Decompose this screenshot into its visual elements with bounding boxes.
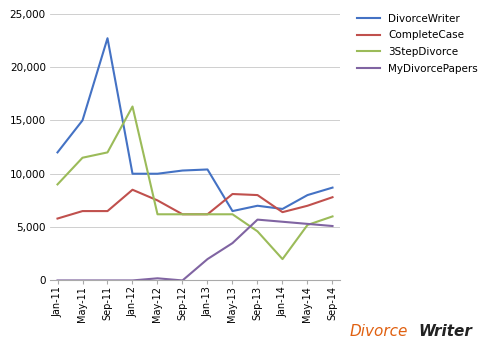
CompleteCase: [280, 210, 285, 214]
DivorceWriter: [230, 209, 235, 213]
CompleteCase: [330, 195, 336, 199]
MyDivorcePapers: [330, 224, 336, 228]
3StepDivorce: [104, 150, 110, 155]
CompleteCase: [154, 198, 160, 202]
3StepDivorce: [80, 156, 86, 160]
CompleteCase: [104, 209, 110, 213]
CompleteCase: [304, 204, 310, 208]
MyDivorcePapers: [154, 276, 160, 280]
3StepDivorce: [54, 182, 60, 186]
DivorceWriter: [54, 150, 60, 155]
MyDivorcePapers: [80, 278, 86, 282]
DivorceWriter: [154, 172, 160, 176]
DivorceWriter: [330, 186, 336, 190]
3StepDivorce: [204, 212, 210, 216]
MyDivorcePapers: [130, 278, 136, 282]
Line: DivorceWriter: DivorceWriter: [58, 38, 332, 211]
Legend: DivorceWriter, CompleteCase, 3StepDivorce, MyDivorcePapers: DivorceWriter, CompleteCase, 3StepDivorc…: [357, 14, 478, 74]
CompleteCase: [80, 209, 86, 213]
3StepDivorce: [304, 223, 310, 227]
3StepDivorce: [254, 229, 260, 233]
CompleteCase: [54, 216, 60, 221]
Text: Divorce: Divorce: [350, 324, 408, 339]
3StepDivorce: [154, 212, 160, 216]
DivorceWriter: [280, 207, 285, 211]
DivorceWriter: [304, 193, 310, 197]
Text: Writer: Writer: [418, 324, 472, 339]
3StepDivorce: [280, 257, 285, 261]
DivorceWriter: [204, 168, 210, 172]
3StepDivorce: [330, 214, 336, 219]
MyDivorcePapers: [304, 222, 310, 226]
3StepDivorce: [130, 104, 136, 108]
MyDivorcePapers: [180, 278, 186, 282]
MyDivorcePapers: [254, 218, 260, 222]
DivorceWriter: [80, 118, 86, 122]
3StepDivorce: [230, 212, 235, 216]
Line: MyDivorcePapers: MyDivorcePapers: [58, 220, 332, 280]
CompleteCase: [254, 193, 260, 197]
MyDivorcePapers: [230, 241, 235, 245]
MyDivorcePapers: [104, 278, 110, 282]
CompleteCase: [204, 212, 210, 216]
CompleteCase: [180, 212, 186, 216]
Line: CompleteCase: CompleteCase: [58, 190, 332, 219]
3StepDivorce: [180, 212, 186, 216]
CompleteCase: [130, 188, 136, 192]
CompleteCase: [230, 192, 235, 196]
DivorceWriter: [130, 172, 136, 176]
DivorceWriter: [104, 36, 110, 40]
DivorceWriter: [254, 204, 260, 208]
DivorceWriter: [180, 169, 186, 173]
MyDivorcePapers: [280, 220, 285, 224]
MyDivorcePapers: [54, 278, 60, 282]
MyDivorcePapers: [204, 257, 210, 261]
Line: 3StepDivorce: 3StepDivorce: [58, 106, 332, 259]
